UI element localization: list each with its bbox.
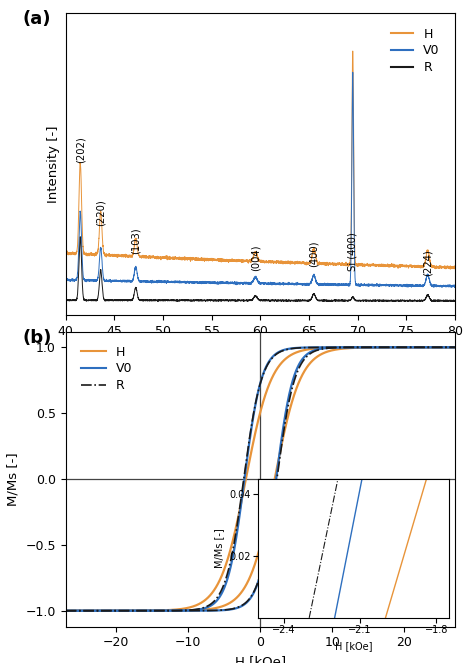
- Text: (202): (202): [75, 136, 85, 163]
- Text: (224): (224): [423, 249, 433, 276]
- Text: (a): (a): [23, 10, 51, 29]
- X-axis label: 2θ [Deg]: 2θ [Deg]: [231, 343, 289, 356]
- Y-axis label: Intensity [-]: Intensity [-]: [47, 125, 60, 203]
- Text: Si (400): Si (400): [348, 232, 358, 271]
- Text: (004): (004): [250, 245, 260, 271]
- Legend: H, V0, R: H, V0, R: [386, 23, 445, 79]
- X-axis label: H [kOe]: H [kOe]: [234, 655, 286, 663]
- Legend: H, V0, R: H, V0, R: [76, 341, 137, 397]
- Text: (220): (220): [96, 200, 106, 226]
- Y-axis label: M/Ms [-]: M/Ms [-]: [7, 452, 20, 506]
- Text: (103): (103): [131, 227, 141, 254]
- Text: (b): (b): [23, 329, 52, 347]
- Text: (400): (400): [309, 240, 319, 267]
